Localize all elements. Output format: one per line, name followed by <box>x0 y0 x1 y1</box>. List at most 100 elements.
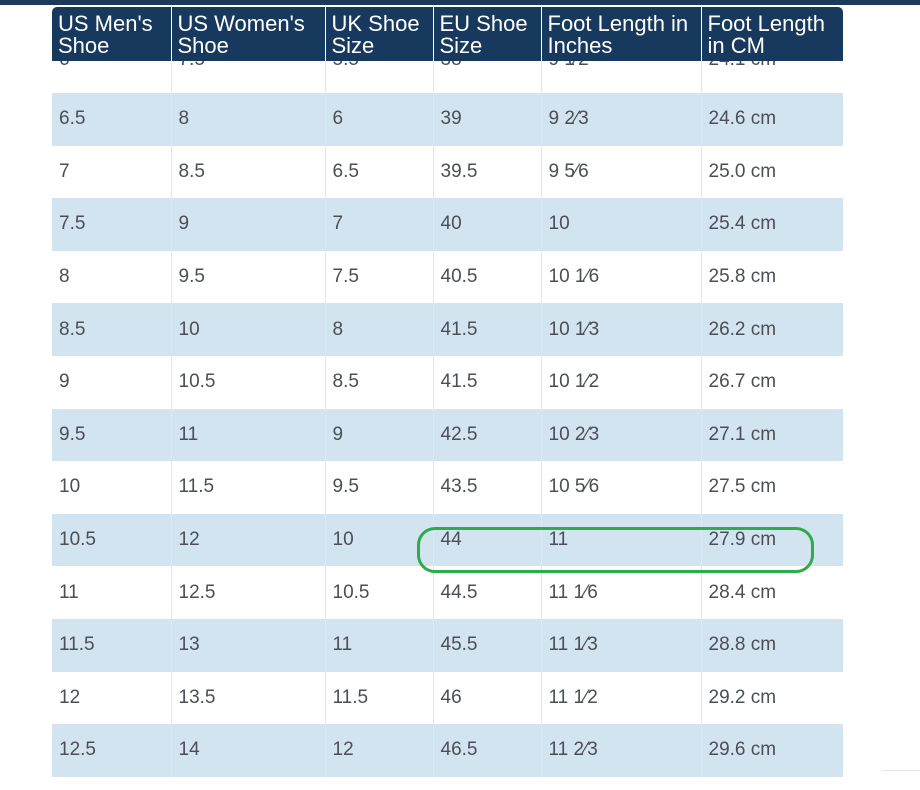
cell-us-women: 11 <box>170 408 325 462</box>
cell-uk-size: 9 <box>324 408 433 462</box>
cell-value: 42.5 <box>440 423 478 445</box>
cell-eu-size: 41.5 <box>432 355 541 409</box>
cell-value: 11 1⁄2 <box>548 686 598 708</box>
cell-foot-length-inches: 10 2⁄3 <box>540 408 701 462</box>
cell-value: 9 <box>178 213 190 235</box>
table-row: 9.5 11 9 42.5 10 2⁄3 27.1 cm <box>52 408 843 462</box>
table-row: 7.5 9 7 40 10 25.4 cm <box>52 198 843 251</box>
cell-value: 45.5 <box>440 634 478 656</box>
cell-value: 9 1⁄2 <box>549 61 589 69</box>
cell-value: 12.5 <box>59 739 96 761</box>
table-header-row: US Men's Shoe US Women's Shoe UK Shoe Si… <box>52 7 843 61</box>
cell-eu-size: 38 <box>432 61 541 93</box>
cell-us-men: 8.5 <box>52 303 171 356</box>
cell-us-women: 14 <box>170 724 325 777</box>
cell-foot-length-inches: 10 1⁄6 <box>540 250 701 304</box>
cell-us-women: 13.5 <box>170 671 325 725</box>
cell-foot-length-cm: 26.7 cm <box>700 355 843 409</box>
highlight-outline <box>417 527 814 573</box>
table-row: 11.5 13 11 45.5 11 1⁄3 28.8 cm <box>52 618 843 672</box>
cell-foot-length-inches: 10 1⁄2 <box>540 355 701 409</box>
cell-value: 11 <box>178 423 199 445</box>
top-bar <box>0 0 920 5</box>
cell-value: 11.5 <box>332 686 369 708</box>
cell-value: 8.5 <box>178 160 205 182</box>
cell-us-women: 12.5 <box>170 566 325 619</box>
cell-value: 11 1⁄6 <box>548 581 598 603</box>
cell-us-women: 12 <box>170 513 325 567</box>
cell-us-women: 9 <box>170 198 325 251</box>
cell-foot-length-cm: 27.5 cm <box>700 461 843 514</box>
cell-us-men: 9 <box>52 355 171 409</box>
cell-value: 10.5 <box>178 371 216 393</box>
cell-value: 11 <box>332 634 353 656</box>
cell-us-men: 11.5 <box>52 618 171 672</box>
cell-foot-length-cm: 27.9 cm <box>700 513 843 567</box>
cell-value: 10.5 <box>59 529 96 551</box>
cell-us-men: 12 <box>52 671 171 725</box>
table-row: 8 9.5 7.5 40.5 10 1⁄6 25.8 cm <box>52 250 843 304</box>
cell-us-women: 10.5 <box>170 355 325 409</box>
shoe-size-table: US Men's Shoe US Women's Shoe UK Shoe Si… <box>52 7 843 777</box>
table-row-highlighted: 10.5 12 10 44 11 27.9 cm <box>52 513 843 567</box>
cell-value: 8.5 <box>59 318 86 340</box>
cell-foot-length-cm: 25.8 cm <box>700 250 843 304</box>
cell-foot-length-inches: 11 1⁄6 <box>540 566 701 619</box>
cell-value: 9 <box>332 423 344 445</box>
cell-uk-size: 9.5 <box>324 461 433 514</box>
cell-us-women: 8 <box>170 93 325 146</box>
cell-foot-length-cm: 28.4 cm <box>700 566 843 619</box>
cell-foot-length-cm: 29.2 cm <box>700 671 843 725</box>
cell-value: 11 2⁄3 <box>548 739 598 761</box>
cell-value: 11 <box>59 581 79 603</box>
cell-value: 46.5 <box>440 739 478 761</box>
cell-value: 12 <box>59 686 81 708</box>
table-row: 8.5 10 8 41.5 10 1⁄3 26.2 cm <box>52 303 843 356</box>
cell-us-women: 9.5 <box>170 250 325 304</box>
cell-value: 29.6 cm <box>708 739 777 761</box>
cell-value: 11 1⁄3 <box>548 634 598 656</box>
cell-value: 38 <box>441 61 462 69</box>
column-header-foot-length-inches: Foot Length in Inches <box>540 7 701 61</box>
cell-value: 12 <box>332 739 354 761</box>
cell-us-men: 12.5 <box>52 724 171 777</box>
cell-value: 25.0 cm <box>708 160 777 182</box>
cell-uk-size: 10 <box>324 513 433 567</box>
cell-value: 13 <box>178 634 200 656</box>
cell-uk-size: 8 <box>324 303 433 356</box>
cell-value: 24.6 cm <box>708 108 777 130</box>
table-row: 10 11.5 9.5 43.5 10 5⁄6 27.5 cm <box>52 461 843 514</box>
cell-us-men: 6 <box>52 61 171 93</box>
cell-value: 10 1⁄2 <box>548 371 600 393</box>
cell-foot-length-cm: 28.8 cm <box>700 618 843 672</box>
cell-value: 43.5 <box>440 476 478 498</box>
cell-eu-size: 39.5 <box>432 145 541 199</box>
cell-foot-length-cm: 25.4 cm <box>700 198 843 251</box>
cell-eu-size: 46.5 <box>432 724 541 777</box>
cell-value: 10 2⁄3 <box>548 423 600 445</box>
cell-us-men: 11 <box>52 566 171 619</box>
table-row: 6.5 8 6 39 9 2⁄3 24.6 cm <box>52 93 843 146</box>
cell-foot-length-inches: 10 <box>540 198 701 251</box>
cell-value: 9.5 <box>59 423 86 445</box>
cell-eu-size: 44.5 <box>432 566 541 619</box>
cell-value: 6 <box>332 108 344 130</box>
cell-value: 44 <box>440 529 462 551</box>
cell-value: 27.5 cm <box>708 476 777 498</box>
cell-foot-length-inches: 11 1⁄2 <box>540 671 701 725</box>
cell-value: 10 1⁄6 <box>548 266 600 288</box>
cell-value: 40.5 <box>440 266 478 288</box>
cell-value: 10 <box>178 318 200 340</box>
cell-value: 8.5 <box>332 371 359 393</box>
cell-value: 13.5 <box>178 686 216 708</box>
cell-value: 10 <box>59 476 81 498</box>
cell-value: 7 <box>332 213 344 235</box>
cell-uk-size: 10.5 <box>324 566 433 619</box>
cell-value: 10 <box>548 213 570 235</box>
cell-foot-length-inches: 9 2⁄3 <box>540 93 701 146</box>
cell-value: 5.5 <box>333 61 359 69</box>
cell-value: 6.5 <box>332 160 359 182</box>
cell-value: 28.4 cm <box>708 581 777 603</box>
cell-uk-size: 11.5 <box>324 671 433 725</box>
table-row: 6 7.5 5.5 38 9 1⁄2 24.1 cm <box>52 61 843 93</box>
